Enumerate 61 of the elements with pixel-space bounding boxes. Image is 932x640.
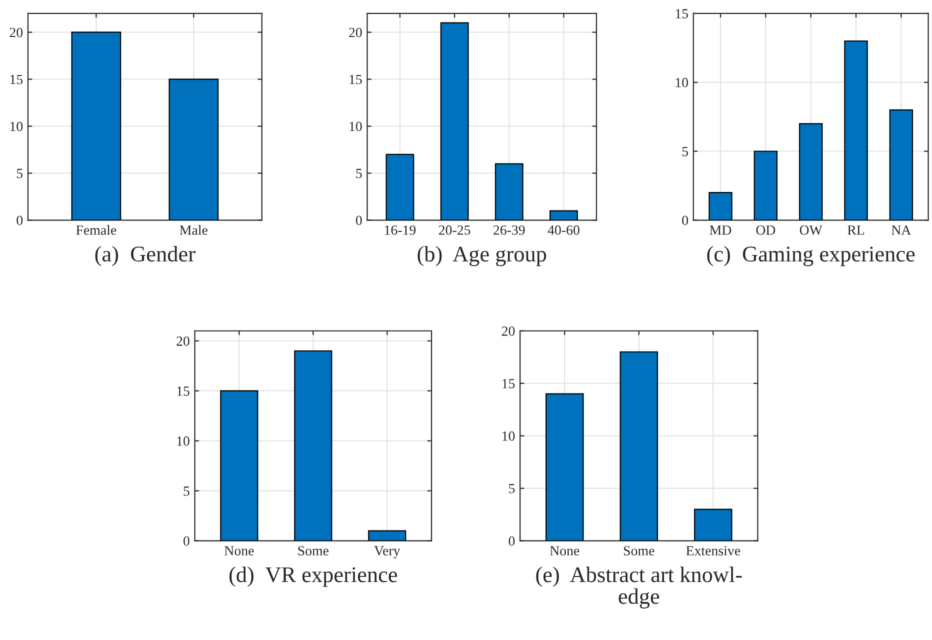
x-tick-label: 16-19 — [384, 225, 416, 235]
y-tick-label: 20 — [502, 326, 515, 336]
x-tick-label: None — [550, 546, 580, 556]
bar — [844, 40, 868, 220]
x-tick-label: 20-25 — [438, 225, 470, 235]
x-tick-label: 40-60 — [548, 225, 580, 235]
y-tick-label: 0 — [356, 216, 362, 226]
bar — [754, 150, 778, 220]
y-tick-label: 0 — [16, 216, 23, 226]
y-tick-label: 15 — [502, 379, 515, 388]
bar — [889, 109, 914, 220]
bar — [220, 390, 258, 541]
bar — [550, 210, 578, 220]
y-tick-label: 10 — [10, 122, 23, 132]
x-tick-label: 26-39 — [494, 225, 525, 235]
bar — [386, 154, 414, 220]
y-tick-label: 20 — [10, 28, 23, 38]
bar — [494, 163, 524, 220]
x-axis-title: (d) VR experience — [229, 566, 398, 587]
y-tick-label: 5 — [509, 484, 515, 494]
y-tick-label: 5 — [16, 168, 23, 178]
bar — [798, 123, 823, 220]
x-axis-title: (a) Gender — [95, 246, 196, 266]
y-tick-label: 0 — [184, 536, 190, 546]
x-tick-label: Male — [180, 225, 208, 235]
y-tick-label: 10 — [502, 431, 515, 441]
y-tick-label: 20 — [349, 28, 362, 38]
x-axis-title: (b) Age group — [418, 246, 546, 266]
y-tick-label: 20 — [176, 336, 190, 346]
bar — [368, 530, 406, 541]
y-tick-label: 10 — [177, 436, 190, 446]
bar — [620, 351, 658, 541]
y-tick-label: 0 — [508, 536, 515, 546]
x-tick-label: MD — [710, 226, 732, 235]
y-tick-label: 5 — [356, 168, 362, 178]
x-tick-label: Female — [76, 225, 116, 235]
y-tick-label: 10 — [350, 122, 362, 132]
y-tick-label: 15 — [676, 9, 688, 18]
x-axis-title: (c) Gaming experience — [707, 246, 915, 266]
x-tick-label: Extensive — [686, 546, 740, 556]
y-tick-label: 5 — [682, 146, 688, 156]
y-tick-label: 5 — [184, 486, 190, 496]
x-tick-label: Some — [624, 546, 654, 556]
y-tick-label: 10 — [676, 78, 688, 88]
x-tick-label: OD — [756, 225, 776, 235]
x-tick-label: RL — [848, 226, 864, 235]
bar — [545, 393, 584, 541]
y-tick-label: 15 — [350, 74, 362, 84]
x-tick-label: OW — [800, 225, 822, 235]
x-axis-title: (e) Abstract art knowl- edge — [536, 566, 742, 608]
y-tick-label: 15 — [177, 386, 190, 396]
x-tick-label: None — [224, 546, 254, 556]
y-tick-label: 0 — [682, 216, 688, 226]
x-tick-label: NA — [892, 225, 912, 235]
x-tick-label: Very — [374, 546, 400, 558]
bar — [440, 22, 469, 220]
bar — [294, 350, 332, 541]
y-tick-label: 15 — [10, 74, 23, 84]
bar — [708, 192, 732, 220]
x-tick-label: Some — [298, 546, 328, 556]
bar — [694, 508, 732, 541]
